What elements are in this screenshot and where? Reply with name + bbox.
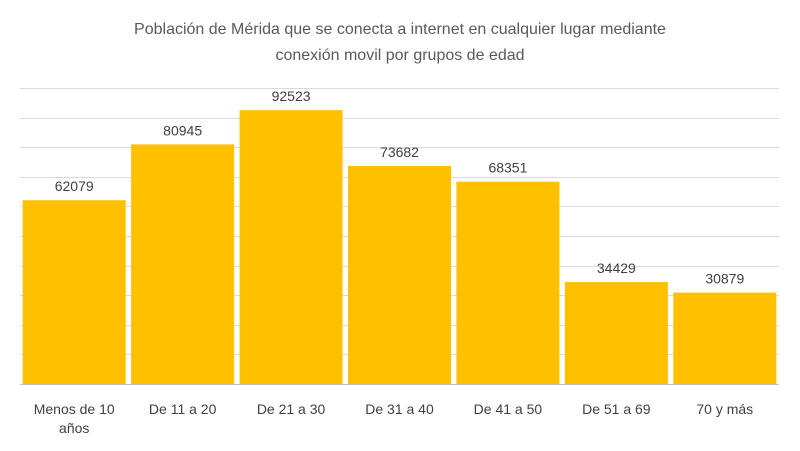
category-label: De 31 a 40 — [365, 401, 434, 417]
bar — [456, 181, 560, 384]
category-label: De 51 a 69 — [582, 401, 651, 417]
bar — [673, 292, 777, 384]
bars — [22, 110, 777, 384]
bar — [564, 282, 668, 384]
category-label: De 11 a 20 — [149, 401, 217, 417]
chart-title: Población de Mérida que se conecta a int… — [134, 21, 666, 64]
bar — [347, 165, 452, 384]
data-labels: 62079 80945 92523 73682 68351 34429 30879 — [55, 88, 745, 286]
data-label: 62079 — [55, 178, 94, 194]
bar — [131, 144, 235, 384]
data-label: 30879 — [705, 271, 744, 287]
category-label: 70 y más — [696, 401, 753, 417]
data-label: 73682 — [380, 144, 419, 160]
chart-title-line-1: Población de Mérida que se conecta a int… — [134, 21, 666, 38]
category-label: De 21 a 30 — [257, 401, 326, 417]
category-label: Menos de 10 — [34, 401, 115, 417]
category-label: De 41 a 50 — [474, 401, 543, 417]
bar — [22, 200, 126, 384]
data-label: 80945 — [163, 122, 202, 138]
data-label: 68351 — [488, 160, 527, 176]
category-label: años — [59, 420, 89, 436]
bar — [239, 110, 343, 384]
chart-title-line-2: conexión movil por grupos de edad — [275, 47, 524, 64]
category-labels: Menos de 10 años De 11 a 20 De 21 a 30 De 31… — [34, 401, 753, 436]
data-label: 92523 — [272, 88, 311, 104]
data-label: 34429 — [597, 260, 636, 276]
